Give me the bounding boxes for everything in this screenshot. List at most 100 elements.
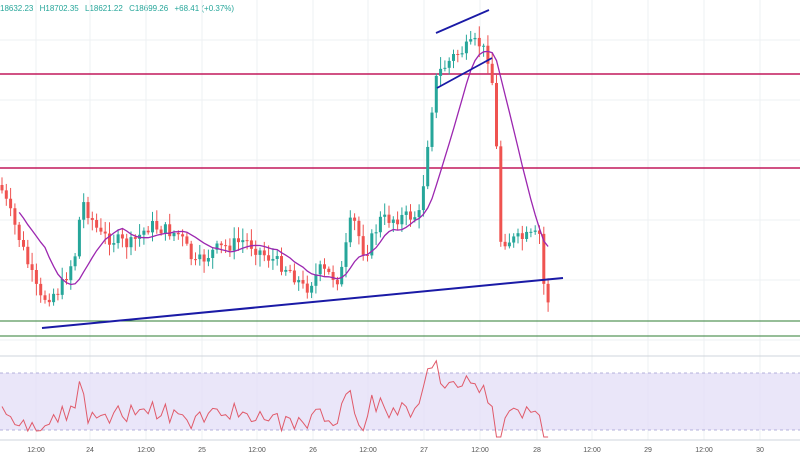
candle-body <box>267 255 271 261</box>
candle-body <box>495 82 498 147</box>
candle-body <box>133 237 137 239</box>
ohlc-low: L18621.22 <box>85 4 123 13</box>
candle-body <box>194 259 197 261</box>
candle-body <box>116 234 120 244</box>
candle-body <box>77 219 81 257</box>
candle-body <box>99 227 103 232</box>
x-tick-label: 12:00 <box>583 447 601 454</box>
candle-body <box>469 39 473 42</box>
candle-body <box>507 242 511 247</box>
candle-body <box>284 269 288 272</box>
candle-body <box>13 208 17 225</box>
x-tick-label: 25 <box>198 447 206 454</box>
candle-body <box>434 75 438 113</box>
candle-body <box>546 283 550 303</box>
candle-body <box>378 216 382 233</box>
candle-body <box>168 224 172 237</box>
candle-body <box>331 272 335 280</box>
candle-body <box>318 264 322 275</box>
candle-body <box>447 60 451 68</box>
x-tick-label: 12:00 <box>27 447 45 454</box>
candle-body <box>254 248 258 255</box>
candle-body <box>241 240 245 243</box>
candle-body <box>262 250 266 256</box>
candle-body <box>159 229 163 234</box>
candle-body <box>512 236 516 243</box>
x-tick-label: 24 <box>86 447 94 454</box>
candle-body <box>348 217 352 243</box>
ohlc-close: C18699.26 <box>129 4 169 13</box>
candle-body <box>443 67 447 69</box>
candle-body <box>310 285 314 293</box>
candle-body <box>413 217 417 220</box>
candle-body <box>503 241 507 247</box>
candle-body <box>245 240 249 242</box>
candle-body <box>400 214 404 225</box>
candle-body <box>486 45 490 64</box>
candle-body <box>181 234 185 237</box>
candle-body <box>198 254 202 260</box>
ohlc-legend: 18632.23 H18702.35 L18621.22 C18699.26 +… <box>0 4 238 13</box>
rsi-line <box>1 359 549 438</box>
x-tick-label: 12:00 <box>248 447 266 454</box>
candle-body <box>189 243 193 260</box>
candle-body <box>224 245 228 247</box>
ohlc-open: 18632.23 <box>0 4 34 13</box>
candle-body <box>391 219 395 223</box>
candle-body <box>305 283 309 293</box>
candle-body <box>529 231 533 233</box>
candle-body <box>26 246 30 265</box>
candle-body <box>146 230 150 233</box>
candle-body <box>383 214 387 217</box>
candle-body <box>142 230 146 235</box>
candle-body <box>108 233 111 245</box>
flag-channel-top[interactable] <box>435 9 490 34</box>
candle-body <box>249 240 253 249</box>
candle-body <box>271 258 275 261</box>
candle-body <box>163 224 167 234</box>
candle-body <box>4 190 8 199</box>
candle-body <box>374 232 378 234</box>
candle-body <box>112 243 116 245</box>
rsi-band <box>0 373 800 430</box>
candle-body <box>464 41 468 54</box>
x-tick-label: 26 <box>309 447 317 454</box>
candle-body <box>473 37 477 40</box>
candle-body <box>344 242 348 267</box>
candle-body <box>155 220 159 230</box>
candle-body <box>43 295 47 300</box>
candle-body <box>22 240 25 247</box>
candle-body <box>172 232 176 237</box>
candle-body <box>314 274 318 286</box>
candle-body <box>292 270 296 283</box>
candle-body <box>39 283 43 296</box>
candle-body <box>452 53 455 61</box>
candle-body <box>176 232 180 235</box>
x-tick-label: 12:00 <box>695 447 713 454</box>
candle-body <box>52 293 56 303</box>
candle-body <box>151 220 154 233</box>
candle-body <box>120 234 124 239</box>
x-tick-label: 28 <box>533 447 541 454</box>
flag-channel-bottom[interactable] <box>436 57 493 89</box>
candle-body <box>421 186 425 211</box>
ascending-trendline[interactable] <box>41 277 564 329</box>
candle-body <box>185 236 189 244</box>
x-tick-label: 12:00 <box>359 447 377 454</box>
candle-body <box>288 269 292 271</box>
candle-body <box>477 37 481 47</box>
candle-body <box>520 233 524 239</box>
candle-body <box>439 68 443 76</box>
candle-body <box>361 236 365 255</box>
candles-group <box>0 26 550 312</box>
candle-body <box>387 214 391 223</box>
candle-body <box>340 266 344 285</box>
candle-body <box>9 198 13 209</box>
x-tick-label: 29 <box>644 447 652 454</box>
candle-body <box>417 210 421 218</box>
candle-body <box>34 270 38 284</box>
candle-body <box>335 279 339 285</box>
candle-body <box>275 256 279 259</box>
candle-body <box>73 256 77 267</box>
